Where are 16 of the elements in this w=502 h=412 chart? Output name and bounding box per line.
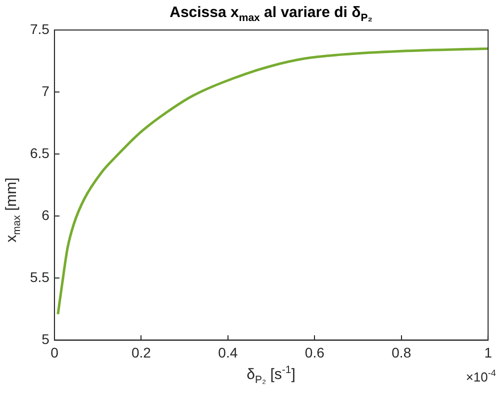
y-tick-label: 5.5 — [30, 269, 50, 286]
y-tick-label: 6 — [42, 206, 50, 223]
y-tick-label: 7.5 — [30, 20, 50, 37]
y-tick-label: 5 — [42, 331, 50, 348]
text: ×10$^{-4}$ — [466, 368, 496, 384]
x-tick-label: 0.6 — [304, 344, 325, 360]
x-axis-title: δ$_{P₂}$ [s$^{-1}$] — [246, 364, 296, 386]
x-tick-label: 0.2 — [131, 344, 152, 360]
x-tick-label: 0.8 — [392, 344, 412, 360]
x-tick-label: 1 — [484, 344, 492, 360]
chart-title: Ascissa x$_{max}$ al variare di δ$_{P₂}$ — [170, 4, 372, 24]
y-tick-label: 7 — [42, 82, 50, 99]
y-tick-label: 6.5 — [30, 144, 50, 161]
line-series — [56, 47, 488, 316]
x-tick-label: 0.4 — [218, 344, 238, 360]
x-tick-label: 0 — [50, 344, 59, 360]
